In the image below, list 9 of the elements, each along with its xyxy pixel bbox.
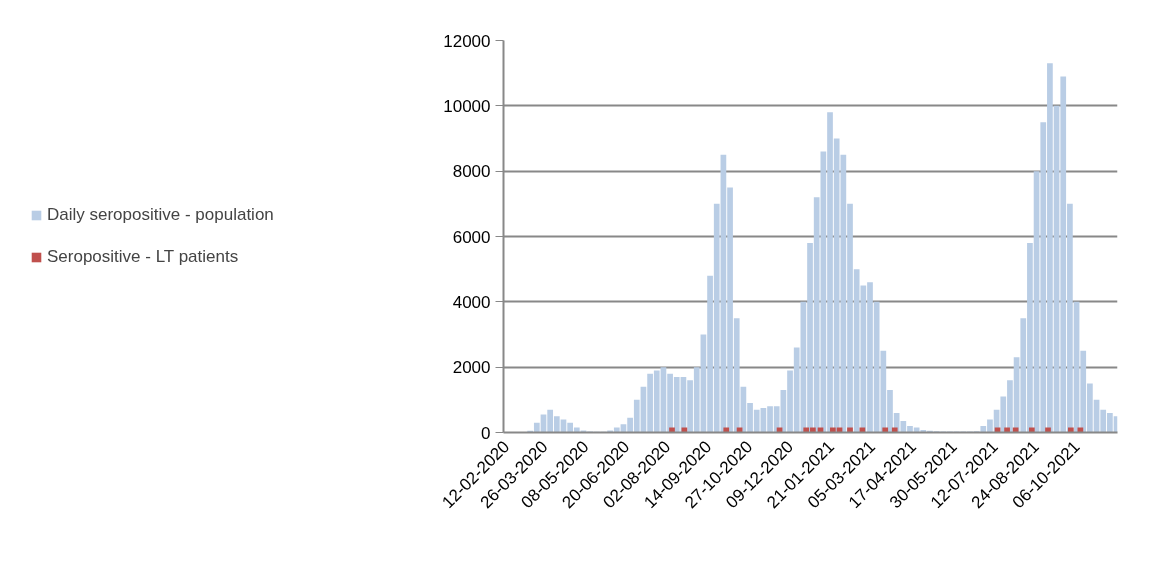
y-tick-label: 12000 (443, 31, 491, 51)
legend-label: Daily seropositive - population (47, 205, 274, 225)
y-tick-label: 0 (481, 423, 491, 443)
legend-label: Seropositive - LT patients (47, 247, 239, 267)
y-tick-label: 10000 (443, 96, 491, 116)
y-tick-label: 6000 (452, 227, 491, 247)
y-tick-label: 2000 (452, 358, 491, 378)
y-tick-label: 4000 (452, 292, 491, 312)
y-tick-label: 8000 (452, 162, 491, 182)
